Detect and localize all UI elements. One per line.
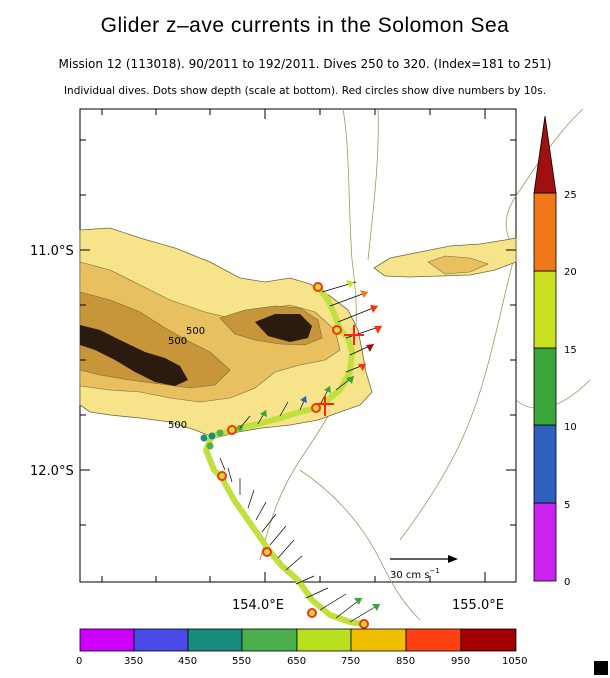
corner-marker [594,661,608,675]
contour-label: 500 [168,336,187,347]
lat-label: 11.0°S [30,244,74,259]
depth-colorbar-label: 850 [396,656,415,667]
depth-colorbar-label: 550 [232,656,251,667]
current-colorbar-label: 5 [564,500,570,511]
current-colorbar-label: 25 [564,190,577,201]
lat-label: 12.0°S [30,464,74,479]
depth-colorbar-label: 450 [178,656,197,667]
depth-colorbar-label: 650 [287,656,306,667]
land-dark [79,291,231,389]
position-marker [316,325,364,416]
dive-markers [217,282,369,629]
current-arrowheads [260,280,382,611]
current-colorbar-label: 0 [564,577,570,588]
current-colorbar [533,115,557,582]
depth-colorbar-label: 1050 [502,656,527,667]
axis-ticks [80,109,516,582]
depth-colorbar [79,628,517,652]
scale-label: 30 cm s−1 [390,567,440,581]
current-colorbar-label: 20 [564,267,577,278]
lon-label: 155.0°E [452,598,504,613]
land-peak [80,325,188,386]
contour-label: 500 [168,420,187,431]
depth-colorbar-label: 950 [451,656,470,667]
contour-label: 500 [186,326,205,337]
map-description: Individual dives. Dots show depth (scale… [63,85,547,97]
depth-colorbar-label: 750 [341,656,360,667]
scale-arrowhead [448,555,458,563]
lon-label: 154.0°E [232,598,284,613]
map-title: Glider z–ave currents in the Solomon Sea [100,14,510,37]
depth-colorbar-label: 0 [76,656,82,667]
land-peak-2 [255,314,312,342]
map-subtitle: Mission 12 (113018). 90/2011 to 192/2011… [58,57,552,71]
depth-colorbar-label: 350 [124,656,143,667]
current-colorbar-label: 10 [564,422,577,433]
land-mid-east [427,255,489,275]
current-colorbar-label: 15 [564,345,577,356]
